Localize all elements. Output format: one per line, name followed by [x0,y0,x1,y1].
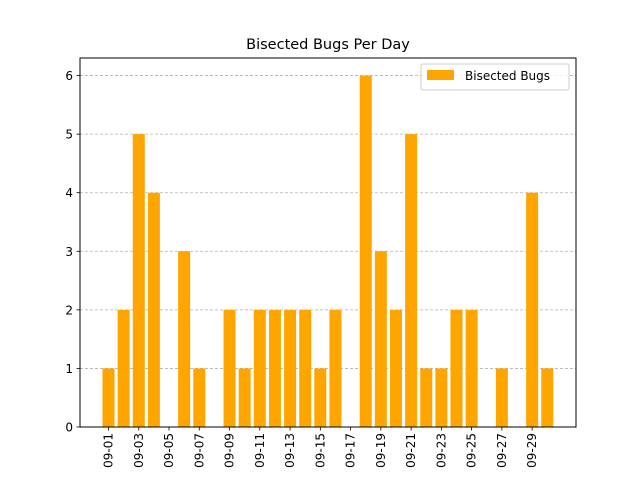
bar-09-16 [329,309,342,427]
y-tick-label: 3 [65,245,73,259]
bar-09-12 [268,309,281,427]
bar-09-30 [541,368,554,427]
x-tick-label: 09-23 [434,433,448,468]
x-tick-label: 09-29 [525,433,539,468]
bar-09-27 [495,368,508,427]
x-tick-label: 09-03 [132,433,146,468]
bar-09-15 [314,368,327,427]
bar-09-29 [526,192,539,427]
grid-layer [80,75,576,369]
y-tick-label: 4 [65,186,73,200]
bar-09-07 [193,368,206,427]
x-tick-label: 09-11 [253,433,267,468]
y-tick-label: 2 [65,303,73,317]
bar-09-01 [102,368,115,427]
bar-09-24 [450,309,463,427]
x-tick-label: 09-21 [404,433,418,468]
x-tick-label: 09-17 [344,433,358,468]
bar-09-11 [253,309,266,427]
bar-09-04 [147,192,160,427]
x-tick-label: 09-01 [102,433,116,468]
x-axis: 09-01 09-03 09-05 09-07 09-09 09-11 09-13 09-15… [102,427,539,468]
bar-09-02 [117,309,130,427]
legend: Bisected Bugs [420,63,570,91]
plot-frame [79,57,577,428]
y-tick-label: 0 [65,421,73,435]
x-tick-label: 09-19 [374,433,388,468]
x-tick-label: 09-13 [283,433,297,468]
bar-09-22 [420,368,433,427]
y-tick-label: 1 [65,362,73,376]
bar-09-19 [374,251,387,427]
bar-09-14 [299,309,312,427]
x-tick-label: 09-27 [495,433,509,468]
legend-swatch [427,70,454,80]
bar-09-20 [389,309,402,427]
y-tick-label: 6 [65,69,73,83]
bar-09-25 [465,309,478,427]
bar-09-21 [405,134,418,427]
x-tick-label: 09-09 [223,433,237,468]
bar-09-18 [359,75,372,428]
bar-09-10 [238,368,251,427]
x-tick-label: 09-15 [313,433,327,468]
bar-09-06 [178,251,191,427]
x-tick-label: 09-07 [192,433,206,468]
y-axis: 0 1 2 3 4 5 6 [65,69,80,435]
chart-title: Bisected Bugs Per Day [246,37,410,53]
bar-09-03 [132,134,145,427]
bar-09-13 [284,309,297,427]
legend-label: Bisected Bugs [465,69,550,83]
x-tick-label: 09-05 [162,433,176,468]
y-tick-label: 5 [65,128,73,142]
bars-layer [102,75,554,428]
bar-09-09 [223,309,236,427]
bar-09-23 [435,368,448,427]
legend-box [420,63,570,91]
x-tick-label: 09-25 [465,433,479,468]
